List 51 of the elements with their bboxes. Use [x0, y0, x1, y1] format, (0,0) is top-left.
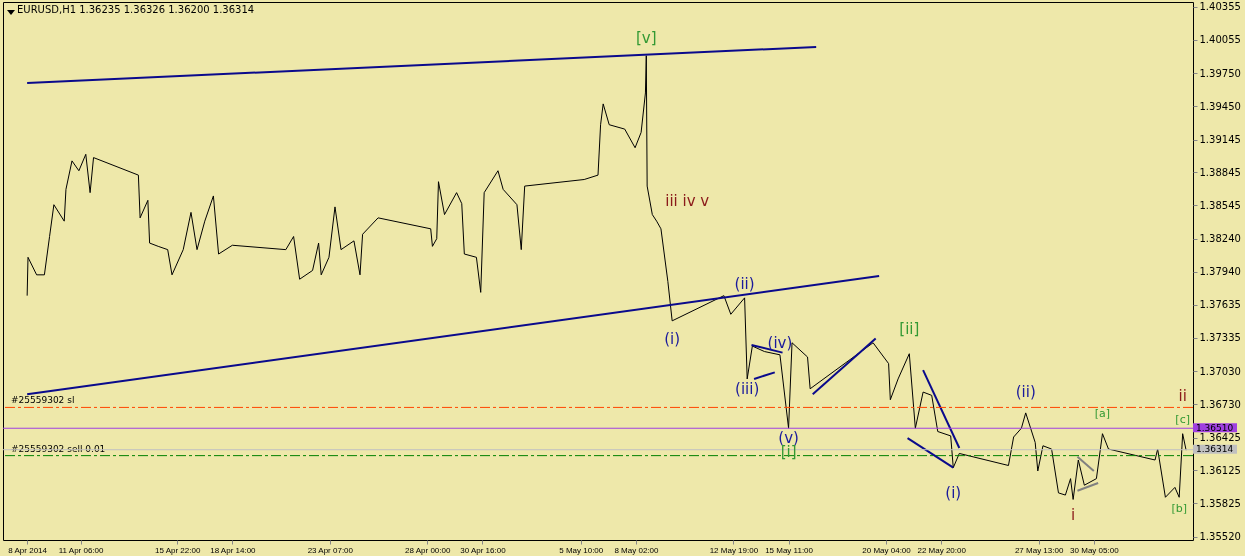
x-tick-label: 18 Apr 14:00	[210, 545, 257, 555]
y-tick-label: 1.36425	[1199, 432, 1241, 444]
y-tick-label: 1.40355	[1199, 1, 1241, 13]
annotation: (ii)	[1015, 382, 1036, 401]
annotation: i	[1071, 506, 1076, 525]
y-tick-label: 1.37335	[1199, 332, 1241, 344]
y-tick-label: 1.35825	[1199, 497, 1241, 509]
ref-line-label: 1.36314	[1196, 444, 1234, 455]
y-tick-label: 1.37635	[1199, 299, 1241, 311]
x-tick-label: 20 May 04:00	[862, 545, 912, 555]
annotation: [ii]	[899, 319, 920, 338]
x-tick-label: 22 May 20:00	[917, 545, 967, 555]
y-tick-label: 1.37030	[1199, 365, 1241, 377]
annotation: [b]	[1171, 502, 1187, 516]
x-tick-label: 8 Apr 2014	[8, 545, 48, 555]
y-tick-label: 1.35520	[1199, 531, 1241, 543]
y-tick-label: 1.36125	[1199, 464, 1241, 476]
y-tick-label: 1.39750	[1199, 67, 1241, 79]
x-tick-label: 12 May 19:00	[709, 545, 759, 555]
x-tick-label: 15 May 11:00	[765, 545, 814, 555]
y-tick-label: 1.38240	[1199, 233, 1241, 245]
x-tick-label: 27 May 13:00	[1014, 545, 1064, 555]
x-tick-label: 28 Apr 00:00	[405, 545, 451, 555]
ref-line-label: #25559302 sl	[11, 395, 75, 406]
x-tick-label: 30 Apr 16:00	[460, 545, 507, 555]
annotation: (iii)	[735, 379, 760, 398]
ref-line-label: 1.36510	[1196, 422, 1234, 433]
annotation: (iv)	[767, 333, 793, 352]
x-tick-label: 15 Apr 22:00	[155, 545, 201, 555]
y-tick-label: 1.36730	[1199, 398, 1241, 410]
annotation: (i)	[945, 483, 962, 502]
y-tick-label: 1.40055	[1199, 34, 1241, 46]
chart-title: EURUSD,H1 1.36235 1.36326 1.36200 1.36314	[17, 4, 255, 15]
y-tick-label: 1.38545	[1199, 199, 1241, 211]
annotation: [c]	[1175, 412, 1190, 426]
annotation: [v]	[635, 28, 657, 47]
x-tick-label: 23 Apr 07:00	[307, 545, 354, 555]
y-tick-label: 1.39145	[1199, 134, 1241, 146]
x-tick-label: 11 Apr 06:00	[58, 545, 105, 555]
annotation: (i)	[664, 329, 681, 348]
y-tick-label: 1.38845	[1199, 166, 1241, 178]
x-tick-label: 30 May 05:00	[1070, 545, 1120, 555]
annotation: iii iv v	[665, 192, 710, 211]
y-tick-label: 1.37940	[1199, 266, 1241, 278]
y-tick-label: 1.39450	[1199, 100, 1241, 112]
x-tick-label: 8 May 02:00	[614, 545, 659, 555]
annotation: ii	[1178, 386, 1187, 405]
annotation: (ii)	[734, 274, 755, 293]
annotation: [a]	[1094, 406, 1111, 420]
x-tick-label: 5 May 10:00	[559, 545, 604, 555]
ref-line-label: #25559302 sell 0.01	[11, 443, 106, 454]
